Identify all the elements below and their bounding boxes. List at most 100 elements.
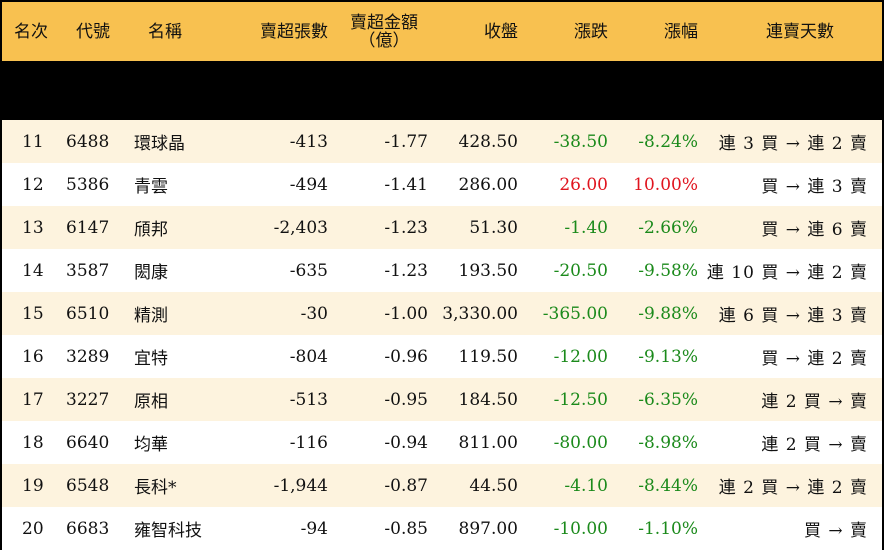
- cell-net-sell-amount: -1.41: [384, 174, 428, 195]
- cell-change-pct: 10.00%: [633, 174, 698, 195]
- cell-net-sell-amount: -0.85: [384, 518, 428, 539]
- cell-code: 6640: [66, 432, 110, 453]
- cell-streak: 買 → 連 3 賣: [761, 177, 868, 197]
- header-net-sell-lots: 賣超張數: [260, 21, 328, 42]
- cell-rank: 20: [22, 518, 44, 539]
- header-net-sell-amount-line1: 賣超金額: [350, 12, 418, 33]
- cell-code: 6488: [66, 131, 110, 152]
- cell-streak: 買 → 連 2 賣: [761, 349, 868, 369]
- cell-change-pct: -8.44%: [638, 475, 698, 496]
- cell-name: 原相: [134, 392, 168, 412]
- cell-change-pct: -8.98%: [638, 432, 698, 453]
- cell-change: -38.50: [553, 131, 608, 152]
- cell-name: 雍智科技: [134, 521, 202, 541]
- cell-streak: 連 10 買 → 連 2 賣: [706, 263, 868, 283]
- cell-close: 897.00: [458, 518, 518, 539]
- cell-change-pct: -6.35%: [638, 389, 698, 410]
- cell-net-sell-amount: -1.23: [384, 260, 428, 281]
- table-row: 15 6510 精測 -30 -1.00 3,330.00 -365.00 -9…: [2, 292, 882, 335]
- cell-net-sell-lots: -30: [300, 303, 328, 324]
- cell-change: -4.10: [564, 475, 608, 496]
- header-change: 漲跌: [574, 21, 608, 42]
- cell-streak: 連 2 買 → 連 2 賣: [718, 478, 868, 498]
- header-rank: 名次: [14, 21, 48, 42]
- cell-change: -365.00: [542, 303, 608, 324]
- cell-net-sell-amount: -1.00: [384, 303, 428, 324]
- table-header: 名次 代號 名稱 賣超張數 賣超金額 （億） 收盤 漲跌 漲幅 連賣天數: [2, 2, 882, 120]
- cell-net-sell-lots: -513: [289, 389, 328, 410]
- cell-change: -20.50: [553, 260, 608, 281]
- header-close: 收盤: [484, 21, 518, 42]
- header-code: 代號: [76, 21, 110, 42]
- cell-net-sell-lots: -494: [289, 174, 328, 195]
- table-row: 18 6640 均華 -116 -0.94 811.00 -80.00 -8.9…: [2, 421, 882, 464]
- table-row: 16 3289 宜特 -804 -0.96 119.50 -12.00 -9.1…: [2, 335, 882, 378]
- cell-change-pct: -9.13%: [638, 346, 698, 367]
- cell-code: 3227: [66, 389, 110, 410]
- cell-streak: 連 2 買 → 賣: [761, 435, 868, 455]
- header-name: 名稱: [148, 21, 182, 42]
- cell-rank: 11: [22, 131, 44, 152]
- cell-name: 青雲: [134, 177, 168, 197]
- cell-rank: 19: [22, 475, 44, 496]
- cell-rank: 17: [22, 389, 44, 410]
- header-net-sell-amount: 賣超金額 （億）: [328, 2, 428, 61]
- cell-rank: 14: [22, 260, 44, 281]
- cell-name: 環球晶: [134, 134, 185, 154]
- cell-code: 6683: [66, 518, 110, 539]
- cell-code: 3289: [66, 346, 110, 367]
- cell-close: 184.50: [458, 389, 518, 410]
- cell-change-pct: -2.66%: [638, 217, 698, 238]
- cell-close: 119.50: [458, 346, 518, 367]
- cell-name: 宜特: [134, 349, 168, 369]
- table-row: 11 6488 環球晶 -413 -1.77 428.50 -38.50 -8.…: [2, 120, 882, 163]
- cell-net-sell-amount: -0.87: [384, 475, 428, 496]
- cell-change: 26.00: [559, 174, 608, 195]
- header-net-sell-amount-line2: （億）: [358, 30, 410, 51]
- cell-net-sell-lots: -635: [289, 260, 328, 281]
- cell-net-sell-amount: -1.23: [384, 217, 428, 238]
- cell-change: -12.50: [553, 389, 608, 410]
- cell-streak: 連 6 買 → 連 3 賣: [718, 306, 868, 326]
- cell-name: 精測: [134, 306, 168, 326]
- cell-change: -12.00: [553, 346, 608, 367]
- cell-name: 均華: [134, 435, 168, 455]
- cell-streak: 連 3 買 → 連 2 賣: [718, 134, 868, 154]
- cell-close: 811.00: [458, 432, 518, 453]
- table-row: 12 5386 青雲 -494 -1.41 286.00 26.00 10.00…: [2, 163, 882, 206]
- cell-code: 6510: [66, 303, 110, 324]
- table-body: 11 6488 環球晶 -413 -1.77 428.50 -38.50 -8.…: [2, 120, 882, 550]
- table-row: 19 6548 長科* -1,944 -0.87 44.50 -4.10 -8.…: [2, 464, 882, 507]
- cell-net-sell-amount: -0.94: [384, 432, 428, 453]
- cell-net-sell-lots: -94: [300, 518, 328, 539]
- cell-net-sell-lots: -116: [289, 432, 328, 453]
- cell-net-sell-amount: -0.96: [384, 346, 428, 367]
- cell-net-sell-amount: -1.77: [384, 131, 428, 152]
- cell-code: 6147: [66, 217, 110, 238]
- cell-change-pct: -9.88%: [638, 303, 698, 324]
- cell-change: -1.40: [564, 217, 608, 238]
- header-streak: 連賣天數: [766, 21, 834, 42]
- cell-streak: 買 → 賣: [803, 521, 868, 541]
- cell-change-pct: -9.58%: [638, 260, 698, 281]
- cell-close: 286.00: [458, 174, 518, 195]
- cell-name: 閎康: [134, 263, 168, 283]
- cell-close: 44.50: [469, 475, 518, 496]
- cell-name: 長科*: [134, 478, 177, 498]
- cell-streak: 連 2 買 → 賣: [761, 392, 868, 412]
- cell-code: 5386: [66, 174, 110, 195]
- cell-net-sell-lots: -2,403: [273, 217, 328, 238]
- cell-rank: 16: [22, 346, 44, 367]
- cell-net-sell-lots: -1,944: [273, 475, 328, 496]
- cell-net-sell-lots: -804: [289, 346, 328, 367]
- cell-code: 3587: [66, 260, 110, 281]
- cell-change: -10.00: [553, 518, 608, 539]
- cell-close: 193.50: [458, 260, 518, 281]
- cell-rank: 13: [22, 217, 44, 238]
- table-row: 20 6683 雍智科技 -94 -0.85 897.00 -10.00 -1.…: [2, 507, 882, 550]
- cell-streak: 買 → 連 6 賣: [761, 220, 868, 240]
- cell-rank: 15: [22, 303, 44, 324]
- cell-close: 3,330.00: [442, 303, 518, 324]
